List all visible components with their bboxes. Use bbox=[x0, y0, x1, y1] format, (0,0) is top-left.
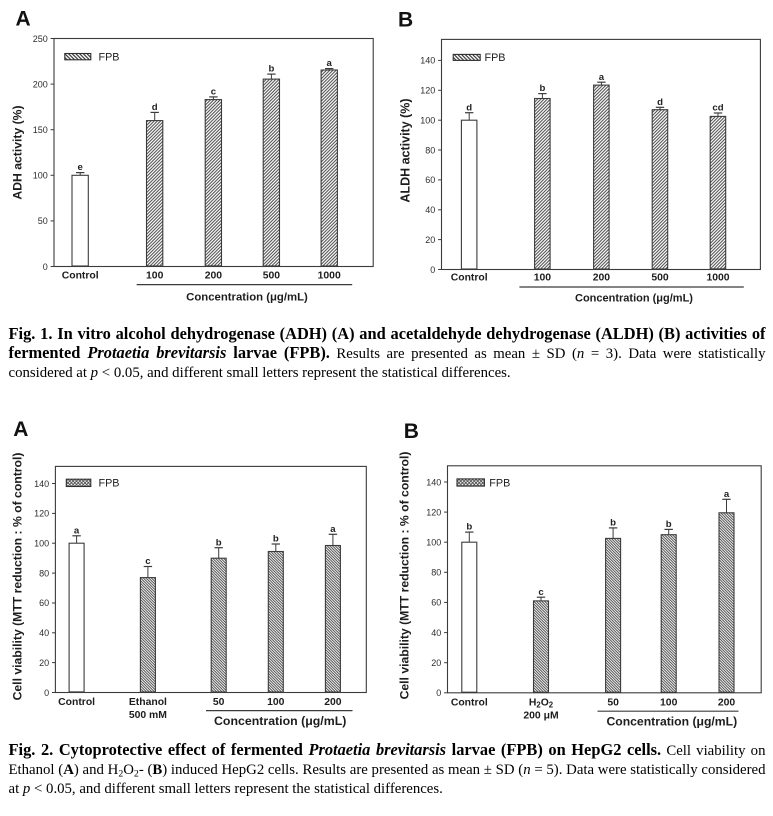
svg-text:100: 100 bbox=[426, 538, 441, 548]
svg-text:120: 120 bbox=[34, 509, 49, 519]
svg-text:120: 120 bbox=[420, 86, 435, 96]
svg-text:e: e bbox=[78, 162, 83, 173]
svg-text:0: 0 bbox=[44, 688, 49, 698]
svg-text:100: 100 bbox=[34, 539, 49, 549]
svg-text:200 μM: 200 μM bbox=[523, 711, 558, 722]
svg-text:80: 80 bbox=[39, 568, 49, 578]
svg-text:200: 200 bbox=[718, 697, 736, 708]
svg-text:60: 60 bbox=[425, 175, 435, 185]
svg-text:Cell viability (MTT reduction: Cell viability (MTT reduction : % of con… bbox=[398, 452, 412, 700]
svg-text:A: A bbox=[13, 418, 28, 441]
svg-text:FPB: FPB bbox=[485, 52, 506, 64]
svg-text:b: b bbox=[666, 519, 672, 530]
svg-text:140: 140 bbox=[426, 477, 441, 487]
svg-text:Concentration (μg/mL): Concentration (μg/mL) bbox=[214, 714, 346, 728]
svg-text:a: a bbox=[74, 525, 80, 536]
svg-text:B: B bbox=[398, 8, 413, 31]
svg-text:100: 100 bbox=[146, 271, 164, 282]
svg-text:60: 60 bbox=[431, 598, 441, 608]
svg-text:b: b bbox=[273, 534, 279, 545]
svg-text:d: d bbox=[152, 102, 158, 113]
svg-text:20: 20 bbox=[431, 658, 441, 668]
svg-text:100: 100 bbox=[33, 171, 48, 181]
svg-text:c: c bbox=[145, 556, 151, 567]
svg-text:b: b bbox=[268, 64, 274, 75]
svg-text:Concentration (μg/mL): Concentration (μg/mL) bbox=[186, 292, 308, 304]
svg-text:120: 120 bbox=[426, 507, 441, 517]
svg-text:a: a bbox=[330, 524, 336, 535]
svg-text:140: 140 bbox=[34, 479, 49, 489]
svg-text:200: 200 bbox=[324, 697, 342, 708]
svg-text:FPB: FPB bbox=[99, 51, 120, 63]
svg-text:B: B bbox=[404, 420, 419, 443]
svg-text:60: 60 bbox=[39, 598, 49, 608]
svg-text:a: a bbox=[724, 489, 730, 500]
svg-text:1000: 1000 bbox=[318, 271, 341, 282]
svg-text:40: 40 bbox=[431, 628, 441, 638]
svg-text:FPB: FPB bbox=[489, 477, 510, 489]
svg-text:50: 50 bbox=[607, 697, 619, 708]
svg-text:40: 40 bbox=[39, 628, 49, 638]
svg-text:FPB: FPB bbox=[99, 478, 120, 490]
svg-text:50: 50 bbox=[213, 697, 225, 708]
svg-text:Control: Control bbox=[58, 697, 95, 708]
svg-text:c: c bbox=[211, 87, 217, 98]
svg-text:a: a bbox=[327, 58, 333, 69]
svg-text:100: 100 bbox=[534, 273, 552, 284]
svg-text:Control: Control bbox=[451, 273, 488, 284]
svg-text:d: d bbox=[657, 97, 663, 108]
svg-text:Control: Control bbox=[62, 271, 99, 282]
svg-text:150: 150 bbox=[33, 125, 48, 135]
svg-text:b: b bbox=[466, 522, 472, 533]
svg-text:100: 100 bbox=[660, 697, 678, 708]
svg-text:500: 500 bbox=[263, 271, 281, 282]
svg-text:100: 100 bbox=[267, 697, 285, 708]
svg-text:0: 0 bbox=[430, 265, 435, 275]
svg-text:200: 200 bbox=[33, 79, 48, 89]
svg-text:Control: Control bbox=[451, 697, 488, 708]
svg-text:200: 200 bbox=[205, 271, 223, 282]
svg-text:80: 80 bbox=[425, 145, 435, 155]
svg-text:Concentration (μg/mL): Concentration (μg/mL) bbox=[606, 715, 737, 729]
svg-text:Cell viability (MTT reduction: Cell viability (MTT reduction : % of con… bbox=[10, 453, 24, 701]
svg-text:140: 140 bbox=[420, 56, 435, 66]
svg-text:Ethanol: Ethanol bbox=[129, 697, 167, 708]
svg-text:1000: 1000 bbox=[706, 273, 729, 284]
svg-text:b: b bbox=[216, 537, 222, 548]
svg-text:80: 80 bbox=[431, 568, 441, 578]
svg-text:b: b bbox=[610, 518, 616, 529]
svg-text:H2O2: H2O2 bbox=[529, 697, 554, 709]
svg-text:ALDH activity (%): ALDH activity (%) bbox=[399, 98, 413, 202]
svg-text:a: a bbox=[599, 72, 605, 83]
svg-text:b: b bbox=[539, 83, 545, 94]
svg-text:250: 250 bbox=[33, 34, 48, 44]
svg-text:ADH activity (%): ADH activity (%) bbox=[11, 105, 25, 199]
svg-text:cd: cd bbox=[712, 103, 723, 114]
svg-text:100: 100 bbox=[420, 116, 435, 126]
svg-text:A: A bbox=[16, 7, 31, 30]
svg-text:40: 40 bbox=[425, 205, 435, 215]
svg-text:c: c bbox=[538, 587, 544, 598]
svg-text:0: 0 bbox=[436, 688, 441, 698]
svg-text:200: 200 bbox=[593, 273, 611, 284]
svg-text:50: 50 bbox=[38, 216, 48, 226]
svg-text:500 mM: 500 mM bbox=[129, 710, 167, 721]
svg-text:20: 20 bbox=[39, 658, 49, 668]
svg-text:d: d bbox=[466, 102, 472, 113]
svg-text:0: 0 bbox=[43, 262, 48, 272]
svg-text:Concentration (μg/mL): Concentration (μg/mL) bbox=[575, 293, 693, 305]
svg-text:20: 20 bbox=[425, 235, 435, 245]
svg-text:500: 500 bbox=[651, 273, 669, 284]
